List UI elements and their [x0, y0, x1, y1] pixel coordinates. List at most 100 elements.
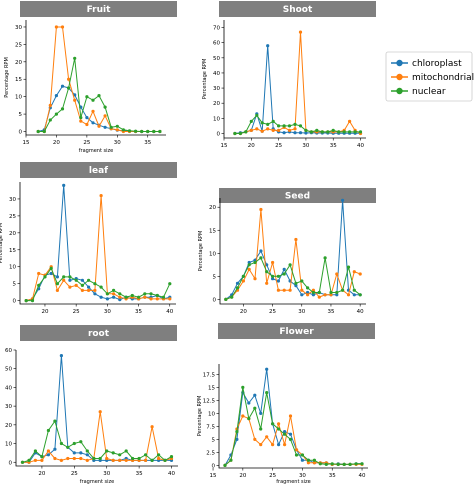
x-tick-label: 20: [38, 471, 45, 477]
x-tick-label: 25: [83, 140, 90, 146]
data-point: [46, 449, 51, 453]
data-point: [271, 277, 275, 281]
chart-panel-root: root01020304050602025303540Percentage RP…: [5, 325, 178, 485]
data-point: [72, 441, 76, 446]
legend-item-chloroplast: chloroplast: [391, 59, 462, 69]
x-tick-label: 35: [136, 471, 143, 477]
data-point: [93, 288, 97, 292]
chart-panel-flower: Flower 0 2.5 5 7.5 10 12.5 15 17.5 15 20 25 30 35 40 Pe…: [197, 323, 375, 485]
x-tick-label: 15: [221, 143, 228, 149]
data-point: [277, 427, 281, 431]
data-point: [67, 86, 71, 90]
data-point: [271, 128, 275, 132]
data-point: [161, 295, 166, 299]
data-point: [342, 130, 346, 134]
x-tick-label: 20: [248, 143, 255, 149]
data-point: [37, 283, 41, 287]
x-tick-label: 15: [210, 473, 217, 479]
data-point: [55, 288, 60, 292]
data-point: [124, 458, 128, 462]
data-point: [109, 125, 113, 129]
data-point: [312, 458, 316, 462]
data-point: [259, 207, 263, 212]
data-point: [168, 297, 172, 301]
data-point: [112, 292, 116, 296]
data-point: [244, 130, 248, 134]
data-point: [265, 270, 269, 274]
data-point: [288, 432, 293, 436]
y-tick-label: 70: [213, 26, 220, 32]
x-tick-label: 20: [239, 473, 246, 479]
data-point: [358, 293, 362, 297]
data-point: [266, 127, 270, 131]
data-point: [33, 449, 38, 453]
y-axis-label: Percentage RPM: [4, 57, 10, 98]
data-point: [247, 260, 251, 265]
data-point: [99, 194, 103, 198]
data-point: [247, 401, 251, 405]
data-point: [329, 293, 333, 297]
data-point: [265, 391, 269, 395]
data-point: [118, 458, 122, 462]
data-point: [72, 456, 76, 461]
data-point: [283, 430, 287, 434]
data-point: [134, 129, 138, 133]
data-point: [115, 128, 119, 132]
data-point: [62, 183, 66, 187]
data-point: [298, 30, 303, 34]
data-point: [311, 290, 315, 295]
y-tick-label: 10: [15, 95, 22, 101]
series-line-chloroplast: [225, 200, 361, 300]
data-point: [112, 295, 116, 299]
data-point: [62, 275, 66, 279]
y-tick-label: 10: [208, 411, 215, 417]
data-point: [354, 462, 358, 466]
data-point: [72, 451, 76, 455]
data-point: [348, 119, 352, 123]
x-tick-label: 15: [23, 140, 30, 146]
data-point: [49, 271, 53, 276]
y-tick-label: 30: [213, 86, 220, 92]
data-point: [155, 297, 159, 301]
data-point: [283, 443, 287, 447]
data-point: [223, 463, 227, 467]
data-point: [265, 281, 269, 285]
data-point: [54, 94, 59, 98]
y-tick-label: 25: [9, 214, 16, 220]
data-point: [271, 274, 275, 278]
data-point: [157, 456, 161, 461]
y-tick-label: 30: [5, 404, 12, 410]
data-point: [155, 293, 159, 298]
data-point: [20, 460, 25, 464]
data-point: [317, 290, 321, 295]
legend-item-mitochondrial: mitochondrial: [391, 73, 474, 83]
y-tick-label: 20: [5, 423, 12, 429]
y-tick-label: 5: [19, 112, 23, 118]
data-point: [320, 130, 324, 134]
data-point: [127, 129, 132, 133]
data-point: [112, 288, 116, 292]
data-point: [253, 277, 257, 281]
data-point: [87, 288, 91, 292]
data-point: [149, 292, 153, 296]
panel-title: root: [88, 329, 110, 339]
x-tick-label: 25: [73, 309, 80, 315]
data-point: [259, 256, 263, 260]
y-tick-label: 15: [208, 385, 215, 391]
data-point: [48, 118, 52, 122]
data-point: [40, 455, 44, 459]
data-point: [97, 94, 101, 98]
data-point: [260, 121, 264, 125]
data-point: [131, 456, 135, 461]
y-tick-label: 5: [13, 282, 17, 288]
y-tick-label: 10: [213, 116, 220, 122]
data-point: [40, 458, 44, 462]
y-tick-label: 7.5: [206, 424, 215, 430]
y-tick-label: 15: [209, 228, 216, 234]
data-point: [62, 278, 66, 282]
data-point: [287, 124, 292, 128]
data-point: [238, 131, 242, 136]
data-point: [66, 445, 70, 449]
y-tick-label: 15: [9, 248, 16, 254]
